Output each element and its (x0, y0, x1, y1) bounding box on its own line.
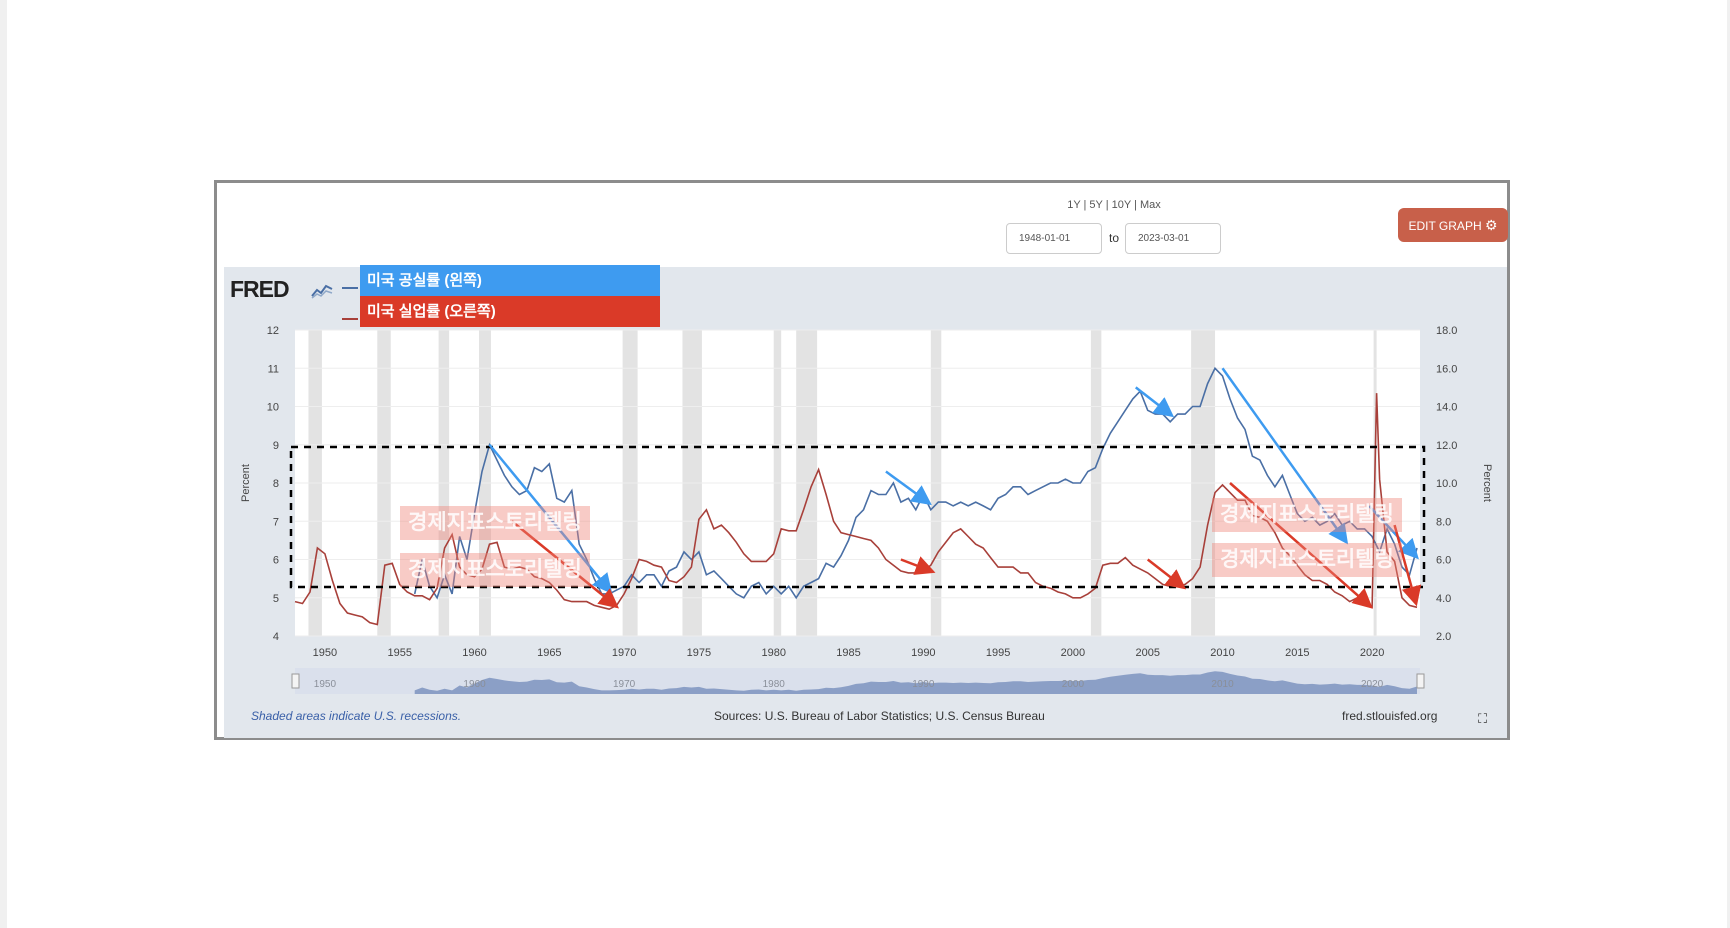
y-right-tick-label: 10.0 (1436, 478, 1457, 490)
legend-line-unemployment (342, 318, 358, 320)
y-right-axis-label: Percent (1481, 464, 1493, 502)
y-right-tick-label: 14.0 (1436, 402, 1457, 414)
y-left-tick-label: 9 (273, 440, 279, 452)
navigator-label: 1960 (463, 679, 486, 690)
end-date-input[interactable]: 2023-03-01 (1125, 223, 1221, 254)
y-right-tick-label: 16.0 (1436, 363, 1457, 375)
blue-trend-arrow (1368, 505, 1419, 560)
y-right-tick-label: 8.0 (1436, 516, 1451, 528)
range-links[interactable]: 1Y | 5Y | 10Y | Max (1067, 199, 1161, 211)
y-left-tick-label: 12 (267, 325, 279, 337)
x-tick-label: 1990 (911, 647, 935, 659)
annotation-box (289, 445, 1426, 589)
red-trend-arrow (1146, 558, 1187, 590)
navigator-handle[interactable] (291, 673, 300, 689)
navigator-label: 1980 (763, 679, 786, 690)
fred-logo: FRED (230, 276, 290, 302)
y-left-axis-label: Percent (240, 464, 252, 502)
red-trend-arrow (1229, 482, 1373, 609)
x-tick-label: 1970 (612, 647, 636, 659)
y-left-tick-label: 11 (268, 363, 279, 375)
date-to-label: to (1109, 231, 1120, 245)
red-trend-arrow (900, 556, 936, 575)
y-left-tick-label: 7 (273, 516, 279, 528)
y-left-tick-label: 10 (267, 402, 279, 414)
gear-icon: ⚙ (1484, 217, 1498, 233)
y-right-tick-label: 12.0 (1436, 440, 1457, 452)
recession-note: Shaded areas indicate U.S. recessions. (251, 709, 462, 723)
x-tick-label: 1955 (387, 647, 411, 659)
blue-trend-arrow (885, 470, 932, 506)
y-right-tick-label: 2.0 (1436, 631, 1451, 643)
watermark-left-2: 경제지표스토리텔링 (400, 553, 590, 587)
y-right-tick-label: 4.0 (1436, 593, 1451, 605)
navigator-label: 2000 (1062, 679, 1085, 690)
logo-graph-icon (311, 281, 333, 299)
red-trend-arrow (1393, 524, 1422, 607)
y-left-tick-label: 8 (273, 478, 279, 490)
navigator-label: 1950 (314, 679, 337, 690)
x-tick-label: 2015 (1285, 647, 1309, 659)
y-right-tick-label: 6.0 (1436, 555, 1451, 567)
edit-graph-label: EDIT GRAPH (1408, 219, 1482, 233)
legend-unemployment-rate[interactable]: 미국 실업률 (오른쪽) (360, 296, 660, 327)
x-tick-label: 1960 (462, 647, 486, 659)
watermark-right-2: 경제지표스토리텔링 (1212, 543, 1402, 577)
watermark-left-1: 경제지표스토리텔링 (400, 506, 590, 540)
sources-text: Sources: U.S. Bureau of Labor Statistics… (714, 709, 1045, 723)
x-tick-label: 1985 (836, 647, 860, 659)
navigator-label: 1970 (613, 679, 636, 690)
watermark-right-1: 경제지표스토리텔링 (1212, 498, 1402, 532)
x-tick-label: 2020 (1360, 647, 1384, 659)
y-right-tick-label: 18.0 (1436, 325, 1457, 337)
vacancy-rate-line (413, 366, 1418, 600)
x-tick-label: 2005 (1135, 647, 1159, 659)
y-left-tick-label: 6 (273, 555, 279, 567)
blue-trend-arrow (488, 443, 613, 594)
y-left-tick-label: 4 (273, 631, 279, 643)
red-trend-arrow (511, 520, 620, 609)
blue-trend-arrow (1221, 367, 1349, 545)
site-link[interactable]: fred.stlouisfed.org (1342, 709, 1438, 723)
edit-graph-button[interactable]: EDIT GRAPH ⚙ (1398, 208, 1508, 242)
x-tick-label: 1965 (537, 647, 561, 659)
navigator-label: 1990 (912, 679, 935, 690)
start-date-input[interactable]: 1948-01-01 (1006, 223, 1102, 254)
navigator-label: 2010 (1211, 679, 1234, 690)
x-tick-label: 1950 (313, 647, 337, 659)
legend-vacancy-rate[interactable]: 미국 공실률 (왼쪽) (360, 265, 660, 296)
blue-trend-arrow (1134, 386, 1175, 418)
x-tick-label: 2000 (1061, 647, 1085, 659)
legend-line-vacancy (342, 287, 358, 289)
x-tick-label: 2010 (1210, 647, 1234, 659)
navigator-area (414, 671, 1417, 694)
x-tick-label: 1980 (761, 647, 785, 659)
x-tick-label: 1995 (986, 647, 1010, 659)
navigator-handle[interactable] (1416, 673, 1425, 689)
y-left-tick-label: 5 (273, 593, 279, 605)
navigator-label: 2020 (1361, 679, 1384, 690)
fullscreen-icon[interactable]: ⛶ (1478, 711, 1488, 726)
x-tick-label: 1975 (687, 647, 711, 659)
unemployment-rate-line (294, 393, 1418, 626)
